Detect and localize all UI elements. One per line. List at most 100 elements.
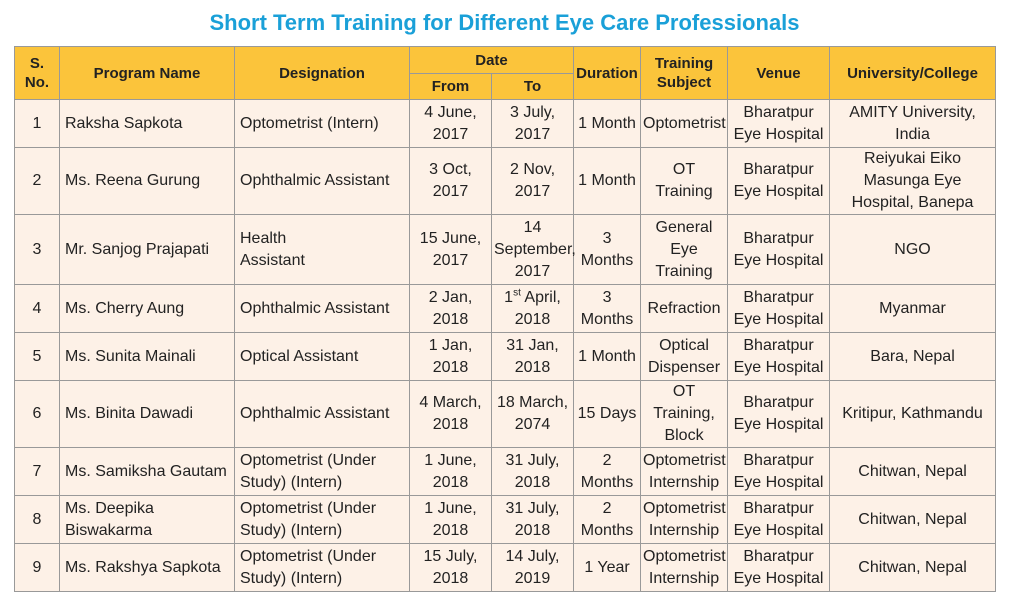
cell-program-name: Ms. Deepika Biswakarma xyxy=(59,495,235,544)
cell-university: Chitwan, Nepal xyxy=(829,543,997,592)
header-university: University/College xyxy=(829,46,997,100)
cell-from: 1 June, 2018 xyxy=(409,495,492,544)
table-row: 6 Ms. Binita Dawadi Ophthalmic Assistant… xyxy=(14,380,997,448)
cell-university: Myanmar xyxy=(829,284,997,333)
cell-venue: Bharatpur Eye Hospital xyxy=(727,495,831,544)
table-row: 8 Ms. Deepika Biswakarma Optometrist (Un… xyxy=(14,495,997,544)
cell-venue: Bharatpur Eye Hospital xyxy=(727,447,831,496)
cell-to: 31 Jan, 2018 xyxy=(490,332,575,381)
cell-program-name: Ms. Sunita Mainali xyxy=(59,332,235,381)
cell-program-name: Ms. Reena Gurung xyxy=(59,147,235,215)
cell-sno: 5 xyxy=(14,332,60,381)
cell-duration: 2 Months xyxy=(573,447,642,496)
cell-duration: 1 Month xyxy=(573,332,642,381)
cell-venue: Bharatpur Eye Hospital xyxy=(727,214,831,285)
cell-program-name: Ms. Binita Dawadi xyxy=(59,380,235,448)
to-day: 1 xyxy=(504,288,514,306)
cell-training-subject: OT Training, Block xyxy=(640,380,729,448)
cell-duration: 1 Month xyxy=(573,99,642,148)
to-rest: April, 2018 xyxy=(514,288,561,328)
table-row: 4 Ms. Cherry Aung Ophthalmic Assistant 2… xyxy=(14,284,997,333)
cell-from: 1 June, 2018 xyxy=(409,447,492,496)
cell-designation: Ophthalmic Assistant xyxy=(234,147,410,215)
cell-duration: 15 Days xyxy=(573,380,642,448)
table-row: 5 Ms. Sunita Mainali Optical Assistant 1… xyxy=(14,332,997,381)
cell-venue: Bharatpur Eye Hospital xyxy=(727,543,831,592)
cell-designation: Health Assistant xyxy=(234,214,410,285)
cell-to: 3 July, 2017 xyxy=(490,99,575,148)
cell-program-name: Ms. Cherry Aung xyxy=(59,284,235,333)
cell-duration: 1 Year xyxy=(573,543,642,592)
cell-venue: Bharatpur Eye Hospital xyxy=(727,332,831,381)
cell-venue: Bharatpur Eye Hospital xyxy=(727,99,831,148)
cell-sno: 7 xyxy=(14,447,60,496)
cell-training-subject: General Eye Training xyxy=(640,214,729,285)
cell-training-subject: Optometrist Internship xyxy=(640,495,729,544)
cell-university: Bara, Nepal xyxy=(829,332,997,381)
table-row: 9 Ms. Rakshya Sapkota Optometrist (Under… xyxy=(14,543,997,592)
cell-designation: Optometrist (Intern) xyxy=(234,99,410,148)
cell-duration: 1 Month xyxy=(573,147,642,215)
table-row: 7 Ms. Samiksha Gautam Optometrist (Under… xyxy=(14,447,997,496)
cell-sno: 9 xyxy=(14,543,60,592)
cell-from: 2 Jan, 2018 xyxy=(409,284,492,333)
cell-program-name: Ms. Samiksha Gautam xyxy=(59,447,235,496)
training-table: S. No. Program Name Designation Date Dur… xyxy=(14,46,997,592)
header-duration: Duration xyxy=(573,46,642,100)
cell-venue: Bharatpur Eye Hospital xyxy=(727,284,831,333)
header-training-subject: Training Subject xyxy=(640,46,729,100)
header-sno: S. No. xyxy=(14,46,60,100)
header-program-name: Program Name xyxy=(59,46,235,100)
cell-designation: Optometrist (Under Study) (Intern) xyxy=(234,447,410,496)
cell-designation: Optometrist (Under Study) (Intern) xyxy=(234,495,410,544)
header-venue: Venue xyxy=(727,46,831,100)
cell-designation: Ophthalmic Assistant xyxy=(234,284,410,333)
cell-sno: 3 xyxy=(14,214,60,285)
cell-to: 31 July, 2018 xyxy=(490,447,575,496)
cell-to: 14 September, 2017 xyxy=(490,214,576,285)
cell-sno: 4 xyxy=(14,284,60,333)
cell-to: 14 July, 2019 xyxy=(490,543,575,592)
cell-sno: 8 xyxy=(14,495,60,544)
cell-training-subject: OT Training xyxy=(640,147,729,215)
cell-venue: Bharatpur Eye Hospital xyxy=(727,380,831,448)
cell-to: 2 Nov, 2017 xyxy=(490,147,575,215)
page-title: Short Term Training for Different Eye Ca… xyxy=(209,10,800,35)
cell-duration: 3 Months xyxy=(573,284,642,333)
cell-to: 1st April, 2018 xyxy=(490,284,575,333)
cell-sno: 6 xyxy=(14,380,60,448)
cell-university: Chitwan, Nepal xyxy=(829,495,997,544)
table-row: 3 Mr. Sanjog Prajapati Health Assistant … xyxy=(14,214,997,285)
header-to: To xyxy=(490,73,575,100)
table-row: 2 Ms. Reena Gurung Ophthalmic Assistant … xyxy=(14,147,997,215)
cell-university: Kritipur, Kathmandu xyxy=(829,380,997,448)
cell-from: 15 July, 2018 xyxy=(409,543,492,592)
cell-duration: 3 Months xyxy=(573,214,642,285)
cell-training-subject: Optometrist xyxy=(640,99,729,148)
cell-designation: Optical Assistant xyxy=(234,332,410,381)
cell-venue: Bharatpur Eye Hospital xyxy=(727,147,831,215)
cell-duration: 2 Months xyxy=(573,495,642,544)
cell-program-name: Ms. Rakshya Sapkota xyxy=(59,543,235,592)
header-designation: Designation xyxy=(234,46,410,100)
cell-to: 31 July, 2018 xyxy=(490,495,575,544)
cell-sno: 2 xyxy=(14,147,60,215)
cell-program-name: Raksha Sapkota xyxy=(59,99,235,148)
cell-training-subject: Optometrist Internship xyxy=(640,543,729,592)
cell-from: 1 Jan, 2018 xyxy=(409,332,492,381)
table-row: 1 Raksha Sapkota Optometrist (Intern) 4 … xyxy=(14,99,997,148)
to-ordinal: st xyxy=(513,287,521,299)
cell-designation: Optometrist (Under Study) (Intern) xyxy=(234,543,410,592)
cell-program-name: Mr. Sanjog Prajapati xyxy=(59,214,235,285)
cell-from: 3 Oct, 2017 xyxy=(409,147,492,215)
header-date: Date xyxy=(408,46,575,74)
cell-training-subject: Optical Dispenser xyxy=(640,332,729,381)
cell-university: Reiyukai Eiko Masunga Eye Hospital, Bane… xyxy=(829,147,997,215)
header-from: From xyxy=(409,73,492,100)
cell-university: NGO xyxy=(829,214,997,285)
cell-university: AMITY University, India xyxy=(829,99,997,148)
cell-training-subject: Refraction xyxy=(640,284,729,333)
cell-from: 4 March, 2018 xyxy=(409,380,492,448)
cell-from: 4 June, 2017 xyxy=(409,99,492,148)
cell-university: Chitwan, Nepal xyxy=(829,447,997,496)
